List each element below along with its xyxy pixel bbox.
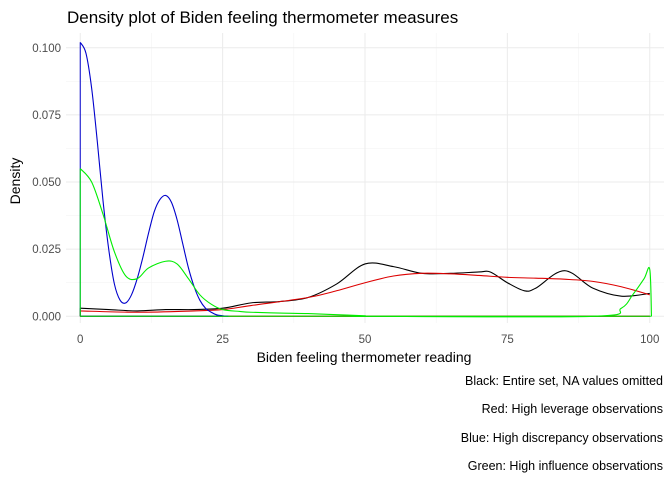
- chart-title: Density plot of Biden feeling thermomete…: [67, 8, 458, 27]
- caption-black: Black: Entire set, NA values omitted: [465, 374, 663, 388]
- x-tick-label: 0: [77, 334, 83, 346]
- x-tick-label: 75: [501, 334, 514, 346]
- x-axis-title: Biden feeling thermometer reading: [257, 349, 472, 365]
- caption-red: Red: High leverage observations: [482, 402, 663, 416]
- density-line-green: [79, 168, 653, 318]
- y-tick-labels: 0.000 0.025 0.050 0.075 0.100: [32, 43, 61, 324]
- caption-green: Green: High influence observations: [468, 459, 663, 473]
- y-tick-label: 0.000: [32, 311, 61, 323]
- caption-blue: Blue: High discrepancy observations: [461, 431, 663, 445]
- y-axis-title: Density: [7, 158, 23, 205]
- x-tick-label: 25: [216, 334, 229, 346]
- x-tick-label: 100: [640, 334, 659, 346]
- y-tick-label: 0.075: [32, 110, 61, 122]
- density-line-red: [80, 272, 650, 313]
- y-tick-label: 0.100: [32, 43, 61, 55]
- density-line-black: [80, 262, 650, 312]
- density-lines: [79, 42, 653, 318]
- y-tick-label: 0.050: [32, 177, 61, 189]
- density-line-blue: [79, 42, 229, 317]
- x-tick-labels: 0 25 50 75 100: [77, 334, 659, 346]
- y-tick-label: 0.025: [32, 244, 61, 256]
- x-tick-label: 50: [359, 334, 372, 346]
